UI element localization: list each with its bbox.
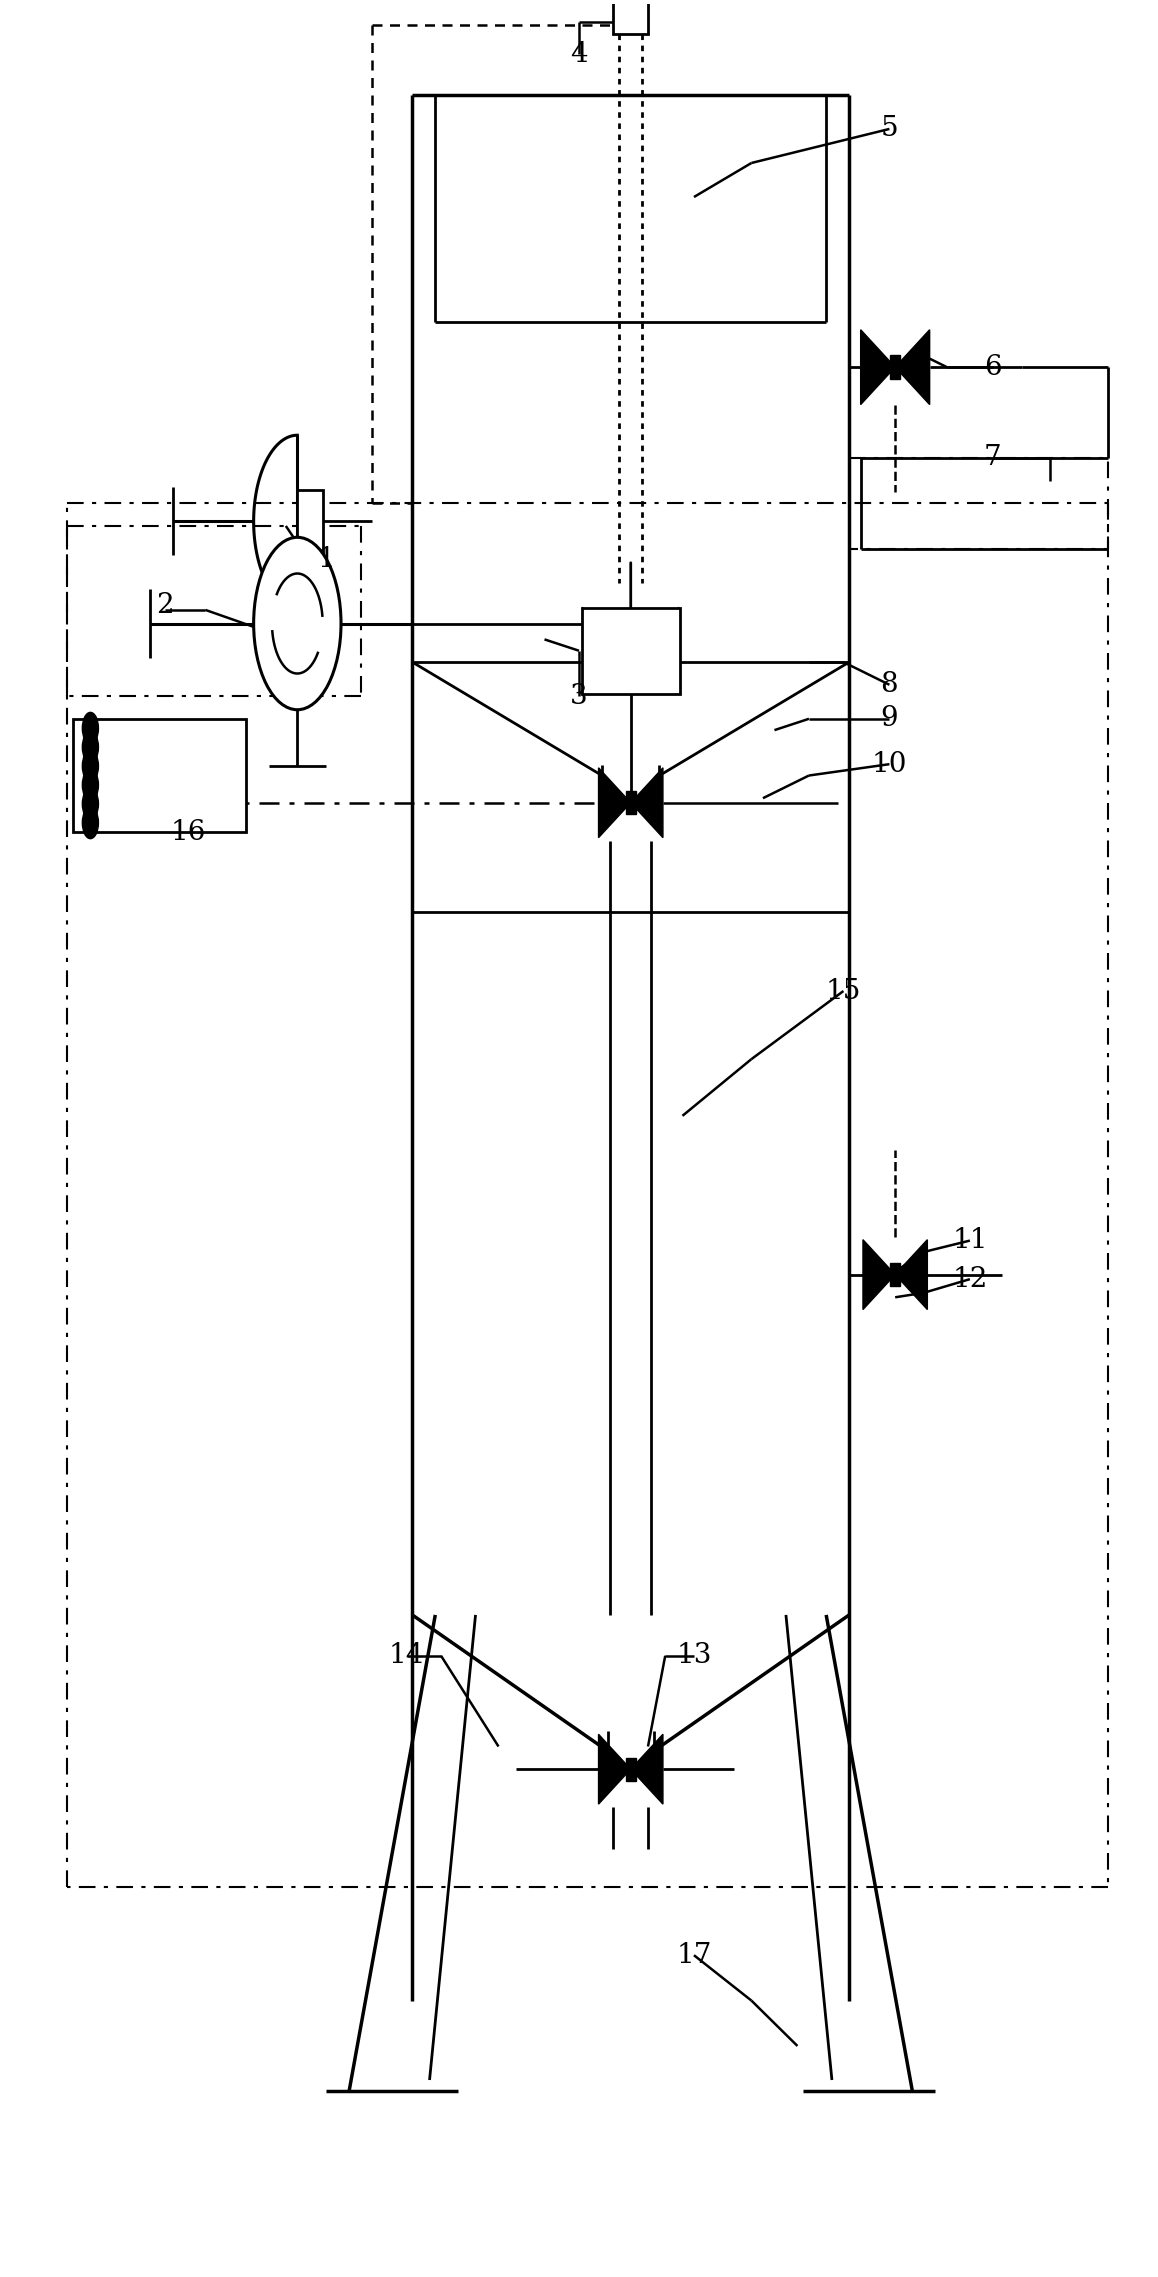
Circle shape [82, 788, 98, 820]
Text: 16: 16 [170, 820, 206, 845]
Circle shape [82, 749, 98, 781]
Bar [614, 0, 648, 34]
Text: 13: 13 [676, 1642, 712, 1669]
Circle shape [82, 713, 98, 745]
Polygon shape [895, 1239, 928, 1309]
Polygon shape [631, 1735, 662, 1803]
Polygon shape [631, 767, 662, 838]
Circle shape [82, 770, 98, 802]
Bar [73, 720, 245, 831]
Text: 10: 10 [872, 751, 907, 779]
Text: 12: 12 [952, 1266, 988, 1293]
Circle shape [82, 806, 98, 838]
Bar [581, 608, 680, 694]
Bar [626, 1758, 636, 1781]
Bar [626, 792, 636, 815]
Text: 4: 4 [570, 41, 588, 68]
Polygon shape [599, 767, 631, 838]
Text: 3: 3 [570, 683, 588, 710]
Text: 6: 6 [984, 353, 1002, 380]
Polygon shape [599, 1735, 631, 1803]
Polygon shape [863, 1239, 895, 1309]
Bar [891, 355, 900, 380]
Text: 7: 7 [984, 444, 1002, 471]
Text: 2: 2 [156, 592, 174, 619]
Bar [298, 490, 323, 553]
Circle shape [254, 537, 340, 710]
Bar [891, 1264, 900, 1287]
Text: 15: 15 [826, 977, 862, 1004]
Text: 17: 17 [676, 1942, 712, 1970]
Text: 5: 5 [880, 116, 899, 143]
Text: 1: 1 [317, 546, 335, 574]
Text: 14: 14 [389, 1642, 424, 1669]
Text: 8: 8 [880, 672, 899, 699]
Polygon shape [895, 330, 930, 405]
Circle shape [82, 731, 98, 763]
Text: 9: 9 [880, 706, 899, 733]
Text: 11: 11 [952, 1227, 988, 1255]
Polygon shape [860, 330, 895, 405]
